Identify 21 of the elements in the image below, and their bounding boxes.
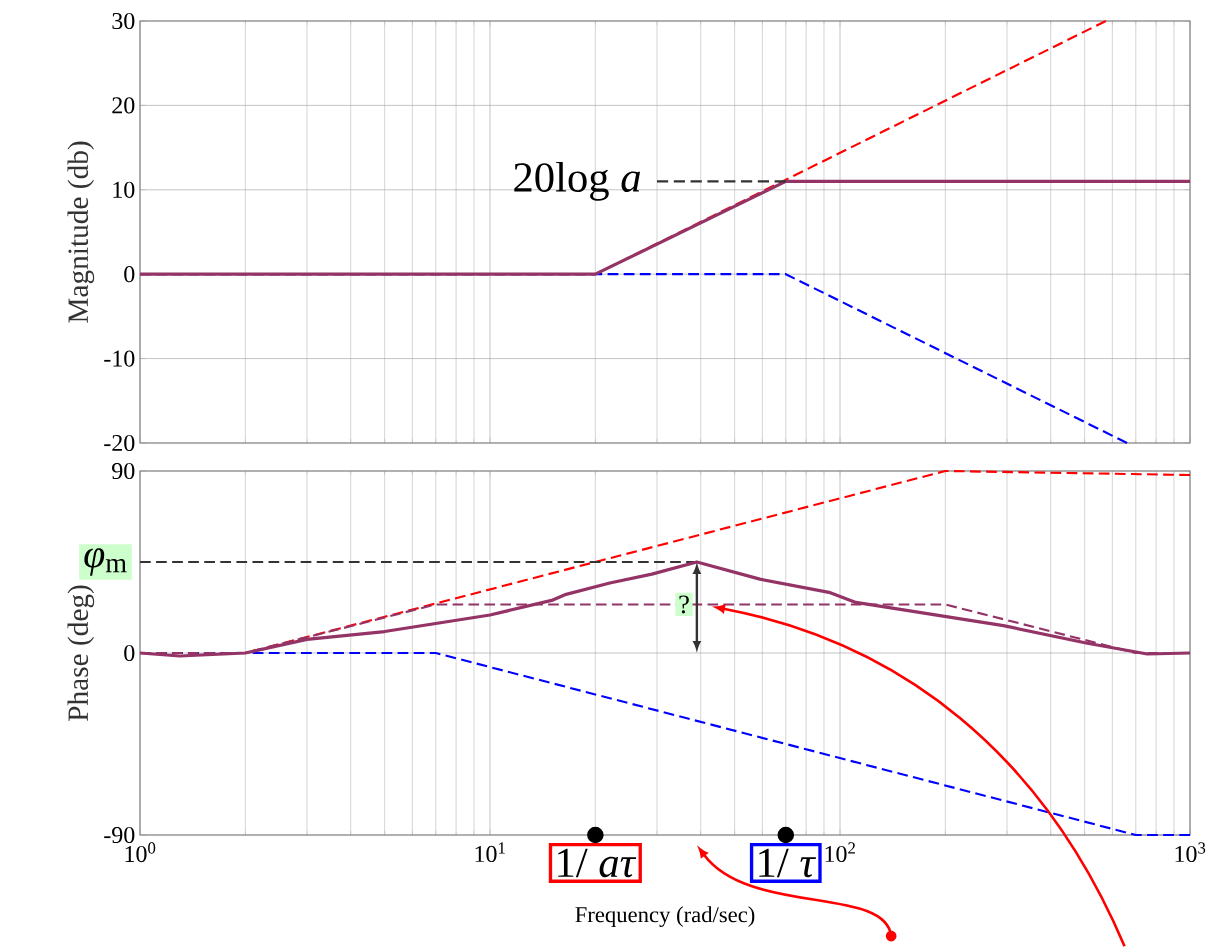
x-axis-title: Frequency (rad/sec) [575, 906, 755, 928]
x-tick-label: 10$^{0}$ [125, 842, 156, 863]
x-tick-label: 10$^{3}$ [1175, 842, 1206, 863]
y-tick-label: 0 [124, 645, 135, 662]
annotation: φ$_{m}$ [84, 548, 127, 576]
annotation: 20log a [514, 162, 641, 201]
y-tick-label: 90 [112, 463, 135, 480]
annotation: ? [679, 595, 689, 614]
y-tick-label: 10 [113, 181, 135, 199]
y-tick-label: 20 [112, 97, 135, 114]
y-tick-label: 0 [124, 266, 135, 283]
x-tick-label: 10$^{1}$ [475, 842, 505, 863]
y-tick-label: -90 [104, 827, 135, 844]
y-tick-label: 30 [112, 13, 135, 30]
annotation: 1/ aτ [558, 848, 637, 878]
y-tick-label: -10 [104, 350, 135, 367]
y-tick-label: -20 [104, 435, 135, 452]
annotation: 1/ τ [759, 848, 816, 878]
x-tick-label: 10$^{2}$ [825, 842, 855, 863]
y-axis-title: Magnitude (db) [67, 141, 95, 324]
y-axis-title: Phase (deg) [67, 585, 95, 722]
